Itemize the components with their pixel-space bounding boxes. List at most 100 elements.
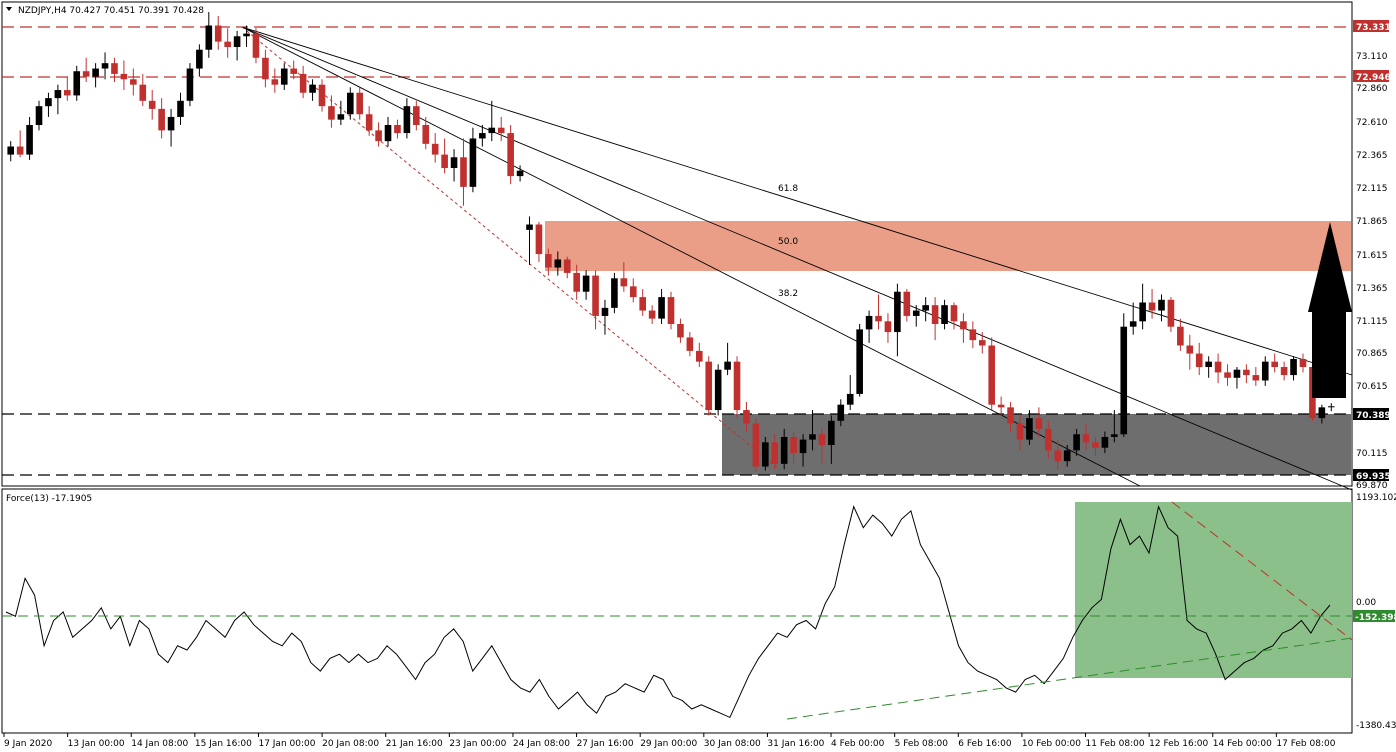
candle xyxy=(639,289,647,316)
candle xyxy=(394,119,401,139)
candle xyxy=(988,337,996,411)
candle-body xyxy=(497,127,505,134)
svg-text:70.389: 70.389 xyxy=(1356,411,1391,421)
candle-body xyxy=(101,63,109,69)
price-axis: 73.110 72.860 72.610 72.365 72.115 71.86… xyxy=(1356,52,1388,491)
candle-body xyxy=(1271,361,1278,368)
candle-body xyxy=(969,329,977,341)
fib-label-61-8: 61.8 xyxy=(778,184,798,194)
candle xyxy=(101,52,109,80)
candle-body xyxy=(686,337,694,351)
force-resistance-trendline xyxy=(1171,501,1353,641)
candle-body xyxy=(894,291,901,333)
main-chart-title: NZDJPY,H4 70.427 70.451 70.391 70.428 xyxy=(18,6,204,16)
candle xyxy=(960,313,967,343)
candle-body xyxy=(186,68,194,101)
fan-line-50 xyxy=(241,26,1353,491)
candle-body xyxy=(243,33,250,37)
candle-body xyxy=(629,286,637,298)
candle xyxy=(252,28,260,64)
candle xyxy=(92,63,99,88)
candle xyxy=(903,289,911,322)
svg-text:-152.398: -152.398 xyxy=(1355,613,1396,623)
candle xyxy=(233,30,241,61)
candle xyxy=(1261,356,1269,386)
candle-body xyxy=(1167,299,1175,327)
svg-text:72.946: 72.946 xyxy=(1356,73,1391,83)
candle-body xyxy=(620,278,628,287)
candle-body xyxy=(516,170,524,177)
candle xyxy=(1195,342,1203,376)
candle xyxy=(969,321,977,349)
candle xyxy=(695,342,703,368)
candle-body xyxy=(507,133,514,177)
candle xyxy=(54,84,62,115)
candle xyxy=(875,294,882,330)
candle-body xyxy=(1205,361,1212,368)
candle-body xyxy=(1186,345,1194,354)
candle xyxy=(667,291,675,330)
candle-body xyxy=(1045,428,1052,451)
candle xyxy=(375,122,382,147)
force-index-line xyxy=(5,504,1331,719)
candle xyxy=(1290,356,1297,381)
candle-body xyxy=(639,297,647,311)
candle-body xyxy=(224,41,231,48)
candle-body xyxy=(82,71,90,77)
candle-body xyxy=(403,106,411,134)
time-tick-label: 23 Jan 00:00 xyxy=(449,739,506,749)
candle xyxy=(16,130,24,158)
time-tick-label: 9 Jan 2020 xyxy=(4,739,52,749)
candle xyxy=(73,65,81,101)
candle-body xyxy=(73,71,81,96)
time-tick-label: 27 Jan 16:00 xyxy=(577,739,634,749)
candle xyxy=(686,332,694,357)
candle xyxy=(941,299,948,330)
price-tick: 72.365 xyxy=(1356,151,1388,161)
candle-body xyxy=(912,310,920,316)
dropdown-icon[interactable] xyxy=(6,7,12,11)
candle xyxy=(1299,353,1307,373)
candle xyxy=(497,116,505,142)
candle xyxy=(346,87,354,120)
candle xyxy=(1026,410,1033,446)
candle xyxy=(818,428,826,464)
candle-body xyxy=(875,315,882,322)
candle-body xyxy=(1261,361,1269,381)
candle-body xyxy=(309,84,316,93)
svg-text:73.331: 73.331 xyxy=(1356,23,1391,33)
candle-body xyxy=(658,297,665,319)
candle xyxy=(1148,289,1156,319)
candle xyxy=(1214,353,1222,384)
candle xyxy=(601,299,609,335)
fib-label-50: 50.0 xyxy=(778,237,798,247)
force-tick-min: -1380.43 xyxy=(1356,721,1396,731)
candle xyxy=(535,221,543,263)
candle-body xyxy=(167,116,175,131)
force-support-trendline xyxy=(786,637,1353,720)
candle xyxy=(526,216,533,265)
price-tick: 72.860 xyxy=(1356,84,1388,94)
candle xyxy=(139,73,147,107)
candle-body xyxy=(695,350,703,362)
candle xyxy=(45,92,52,117)
time-tick-label: 11 Feb 08:00 xyxy=(1086,739,1145,749)
candle xyxy=(648,305,656,324)
candle-body xyxy=(950,305,958,322)
candle xyxy=(724,342,731,376)
candle xyxy=(1327,403,1335,412)
candle-body xyxy=(724,361,731,370)
candle-body xyxy=(856,329,863,394)
candle xyxy=(431,133,439,163)
price-label-73331: 73.331 xyxy=(1353,20,1391,33)
candle-body xyxy=(252,33,260,58)
price-tick: 71.865 xyxy=(1356,217,1388,227)
candle-body xyxy=(837,404,845,421)
price-tick: 72.115 xyxy=(1356,184,1388,194)
candle xyxy=(507,125,514,185)
candle-body xyxy=(941,305,948,324)
candle xyxy=(856,324,863,397)
candle xyxy=(1007,401,1014,432)
candle xyxy=(1233,367,1241,389)
candle xyxy=(1082,423,1090,451)
